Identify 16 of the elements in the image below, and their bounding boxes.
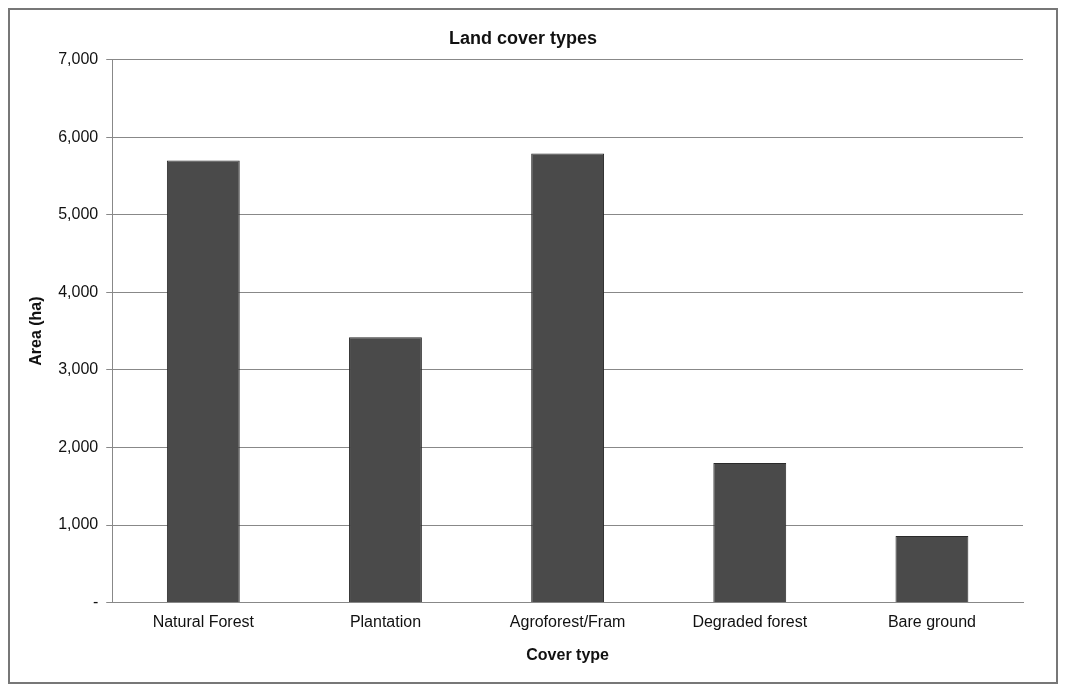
- chart-title: Land cover types: [448, 27, 598, 48]
- x-tick-label: Agroforest/Fram: [509, 612, 626, 630]
- y-tick-label: 7,000: [58, 50, 99, 68]
- x-tick-label: Natural Forest: [152, 612, 255, 630]
- x-tick-label: Plantation: [349, 612, 422, 630]
- y-tick-label: 6,000: [58, 127, 99, 145]
- x-tick-label: Bare ground: [887, 612, 976, 630]
- y-tick-label: 2,000: [58, 437, 99, 455]
- y-tick-label: 4,000: [58, 282, 99, 300]
- y-tick-label: 1,000: [58, 515, 99, 533]
- y-tick-label: 3,000: [58, 360, 99, 378]
- x-tick-label: Degraded forest: [692, 612, 808, 630]
- y-tick-label: -: [92, 593, 99, 611]
- y-axis-title: Area (ha): [27, 296, 45, 366]
- x-axis-title: Cover type: [526, 645, 610, 663]
- y-tick-label: 5,000: [58, 205, 99, 223]
